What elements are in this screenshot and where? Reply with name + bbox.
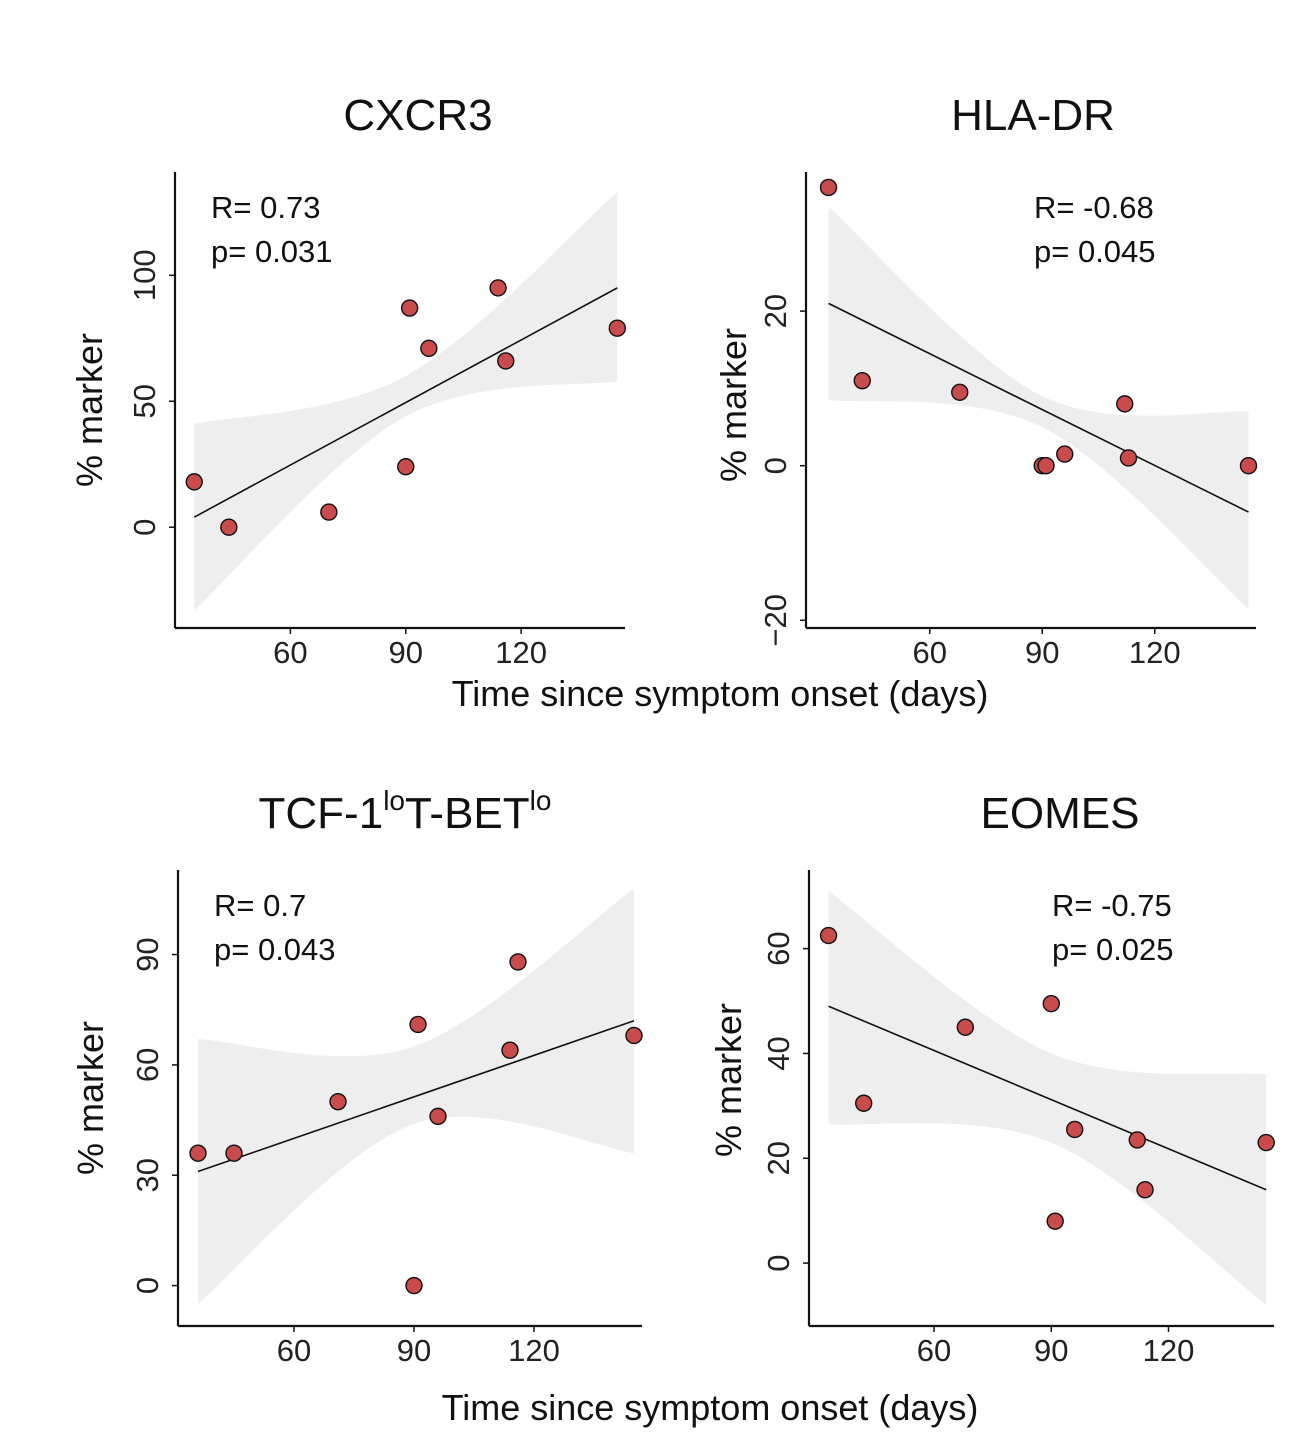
data-point — [225, 1144, 243, 1162]
y-tick-label: 40 — [761, 1036, 796, 1070]
data-point — [1119, 449, 1138, 467]
x-tick-label: 90 — [1025, 635, 1059, 670]
data-point — [489, 279, 507, 297]
data-point — [1037, 456, 1055, 475]
x-tick-label: 60 — [913, 635, 947, 670]
data-point — [608, 319, 627, 337]
data-point — [1042, 994, 1060, 1013]
panel-title: CXCR3 — [343, 91, 492, 140]
data-point — [497, 352, 515, 370]
data-point — [819, 926, 838, 945]
data-point — [819, 178, 838, 197]
correlation-r: R= -0.68 — [1034, 190, 1154, 225]
data-point — [509, 953, 527, 971]
panel-4: 60 90 120 0 20 40 60 % marker EOMES R= -0.75 p= 0.… — [708, 789, 1275, 1368]
data-point — [429, 1107, 447, 1126]
x-tick-label: 120 — [508, 1333, 560, 1368]
y-axis-label: % marker — [70, 1021, 111, 1175]
x-tick-label: 60 — [277, 1333, 311, 1368]
data-point — [400, 299, 419, 317]
x-tick-label: 120 — [1129, 635, 1181, 670]
p-value: p= 0.043 — [214, 932, 336, 967]
y-tick-label: 0 — [127, 519, 162, 536]
data-point — [951, 383, 969, 401]
y-tick-label: 90 — [130, 937, 165, 971]
regression-line — [828, 1005, 1267, 1191]
p-value: p= 0.025 — [1052, 932, 1174, 967]
y-tick-label: 20 — [758, 294, 793, 328]
y-tick-label: 60 — [761, 931, 796, 965]
data-point — [420, 339, 438, 358]
x-tick-label: 90 — [1034, 1333, 1068, 1368]
confidence-band — [194, 192, 618, 611]
correlation-r: R= 0.73 — [211, 190, 320, 225]
data-point — [189, 1144, 207, 1162]
data-point — [1116, 395, 1134, 413]
data-point — [1046, 1212, 1064, 1230]
data-point — [956, 1018, 975, 1036]
data-point — [625, 1026, 643, 1045]
y-tick-label: −20 — [758, 594, 793, 647]
data-point — [1066, 1120, 1084, 1139]
y-tick-label: 60 — [130, 1048, 165, 1082]
correlation-r: R= 0.7 — [214, 888, 306, 923]
panel-1: 60 90 120 0 50 100 % marker CXCR3 R= 0.73 p= 0.03… — [69, 91, 627, 670]
data-point — [409, 1015, 427, 1034]
y-tick-label: 30 — [130, 1158, 165, 1192]
y-tick-label: 20 — [761, 1141, 796, 1175]
data-point — [501, 1041, 519, 1059]
data-point — [320, 503, 338, 521]
x-tick-label: 60 — [273, 635, 307, 670]
x-tick-label: 60 — [917, 1333, 951, 1368]
x-tick-label: 90 — [397, 1333, 431, 1368]
panel-title: TCF-1loT-BETlo — [259, 785, 552, 838]
data-point — [1257, 1133, 1275, 1152]
y-axis-label: % marker — [69, 333, 110, 487]
regression-line — [193, 287, 618, 518]
y-tick-label: 0 — [761, 1254, 796, 1271]
data-point — [1056, 445, 1074, 463]
data-point — [220, 518, 238, 536]
y-tick-label: 50 — [127, 384, 162, 418]
y-tick-label: 100 — [127, 249, 162, 301]
data-point — [1239, 456, 1258, 475]
x-axis-label-bottom: Time since symptom onset (days) — [442, 1387, 979, 1428]
x-tick-label: 90 — [389, 635, 423, 670]
p-value: p= 0.045 — [1034, 234, 1156, 269]
data-point — [329, 1092, 347, 1111]
panel-3: 60 90 120 0 30 60 90 % marker TCF-1loT-BETlo R= 0… — [70, 785, 643, 1368]
data-point — [397, 458, 415, 476]
y-tick-label: 0 — [758, 457, 793, 474]
data-point — [1128, 1131, 1146, 1149]
data-point — [855, 1094, 873, 1112]
regression-line — [197, 1020, 635, 1173]
y-axis-label: % marker — [713, 328, 754, 482]
regression-line — [828, 302, 1249, 513]
panel-2: 60 90 120 20 0 −20 % marker HLA-DR R= -0.68 p= 0.… — [713, 91, 1258, 670]
p-value: p= 0.031 — [211, 234, 333, 269]
data-point — [185, 473, 203, 491]
data-point — [1136, 1181, 1154, 1199]
x-tick-label: 120 — [1143, 1333, 1195, 1368]
data-point — [853, 371, 871, 390]
data-point — [405, 1276, 423, 1295]
y-axis-label: % marker — [708, 1003, 749, 1157]
x-tick-label: 120 — [495, 635, 547, 670]
panel-title: EOMES — [981, 789, 1140, 838]
panel-title: HLA-DR — [951, 91, 1115, 140]
correlation-r: R= -0.75 — [1052, 888, 1172, 923]
x-axis-label-top: Time since symptom onset (days) — [452, 673, 989, 714]
y-tick-label: 0 — [130, 1277, 165, 1294]
